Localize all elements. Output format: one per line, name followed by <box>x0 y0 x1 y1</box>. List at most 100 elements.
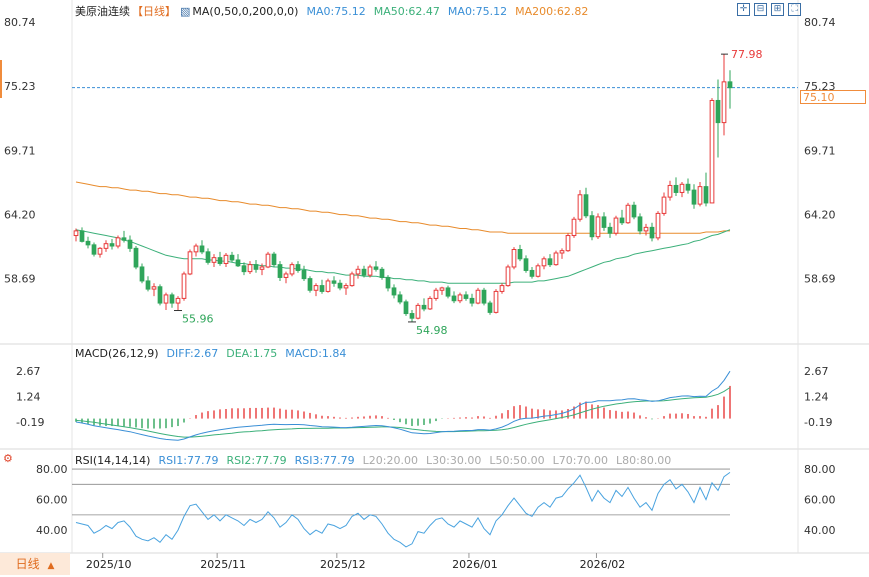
candle-body <box>283 273 289 278</box>
candle-body <box>211 257 217 263</box>
candle-body <box>691 189 697 205</box>
candle-body <box>439 287 445 291</box>
chart-toolbar: ✛ ⊟ ⊞ ⛶ <box>737 3 801 16</box>
candle-body <box>583 194 589 217</box>
right-price-tick: 75.23 <box>804 80 836 93</box>
candle-body <box>601 216 607 228</box>
candle-body <box>361 268 367 276</box>
instrument-name: 美原油连续 <box>75 5 130 18</box>
left-price-tick: 69.71 <box>4 144 36 157</box>
candle-body <box>73 230 79 237</box>
candle-body <box>169 294 175 304</box>
candle-body <box>367 266 373 276</box>
candle-body <box>355 268 361 275</box>
candle-body <box>523 258 529 271</box>
candle-body <box>475 289 481 304</box>
rsi-l80: L80:80.00 <box>615 454 672 467</box>
ma0-value-b: MA0:75.12 <box>447 4 508 18</box>
candle-body <box>205 251 211 263</box>
macd-right-tick: 2.67 <box>804 365 829 378</box>
rsi-right-tick: 40.00 <box>804 524 836 537</box>
candlestick-series: 55.96 54.98 77.98 <box>73 48 763 337</box>
rsi-left-tick: 40.00 <box>36 524 68 537</box>
macd-left-tick: 2.67 <box>16 365 41 378</box>
macd-legend: MACD(26,12,9) DIFF:2.67 DEA:1.75 MACD:1.… <box>75 347 354 360</box>
candle-body <box>433 289 439 299</box>
fullscreen-icon[interactable]: ⛶ <box>788 3 801 16</box>
candle-body <box>229 254 235 261</box>
candle-body <box>397 294 403 303</box>
candle-body <box>235 259 241 267</box>
rsi-l50: L50:50.00 <box>489 454 545 467</box>
candle-body <box>547 258 553 266</box>
candle-body <box>499 285 505 292</box>
candle-body <box>97 247 103 255</box>
candle-body <box>331 280 337 284</box>
candle-body <box>685 183 691 191</box>
candle-body <box>505 266 511 287</box>
candle-body <box>511 249 517 268</box>
x-axis-date-label: 2025/12 <box>320 558 366 571</box>
ma0-value-a: MA0:75.12 <box>306 4 366 18</box>
candle-body <box>181 273 187 299</box>
macd-dea-line <box>75 387 731 438</box>
rsi2-value: RSI2:77.79 <box>226 454 287 467</box>
candle-body <box>139 266 145 282</box>
candle-body <box>631 204 637 218</box>
candle-body <box>259 266 265 270</box>
candle-body <box>385 276 391 289</box>
settings-gear-icon[interactable]: ⚙ <box>3 452 13 465</box>
period-selector-button[interactable]: 日线 ▲ <box>0 553 70 575</box>
candle-body <box>301 269 307 280</box>
candle-body <box>445 287 451 297</box>
rsi-l70: L70:70.00 <box>552 454 608 467</box>
macd-right-tick: -0.19 <box>804 416 832 429</box>
moving-average-lines <box>72 87 798 284</box>
period-tag: 【日线】 <box>132 5 176 18</box>
candle-body <box>607 226 613 234</box>
candle-body <box>529 269 535 277</box>
candle-body <box>589 215 595 238</box>
crosshair-icon[interactable]: ✛ <box>737 3 750 16</box>
low-annotation: 55.96 <box>182 313 214 326</box>
candle-body <box>223 254 229 264</box>
zoom-out-icon[interactable]: ⊟ <box>754 3 767 16</box>
candle-body <box>643 226 649 232</box>
macd-dea: DEA:1.75 <box>226 347 278 360</box>
grid-lines <box>0 0 869 554</box>
low-annotation: 54.98 <box>416 324 448 337</box>
left-accent-bar <box>0 60 2 98</box>
triangle-up-icon: ▲ <box>47 561 55 571</box>
candle-body <box>199 245 205 253</box>
x-axis-date-label: 2026/01 <box>452 558 498 571</box>
candle-body <box>709 99 715 204</box>
macd-left-tick: -0.19 <box>16 416 44 429</box>
candle-body <box>403 301 409 315</box>
rsi-legend: RSI(14,14,14) RSI1:77.79 RSI2:77.79 RSI3… <box>75 454 679 467</box>
macd-diff-line <box>75 370 731 441</box>
period-selector-label: 日线 <box>15 557 40 571</box>
left-price-tick: 80.74 <box>4 16 36 29</box>
candle-body <box>409 313 415 319</box>
candle-body <box>637 216 643 232</box>
candle-body <box>193 245 199 253</box>
candle-body <box>715 99 721 124</box>
zoom-in-icon[interactable]: ⊞ <box>771 3 784 16</box>
candle-body <box>697 186 703 205</box>
rsi-line <box>75 471 731 548</box>
candle-body <box>319 285 325 292</box>
candle-body <box>307 278 313 291</box>
candle-body <box>109 243 115 247</box>
right-price-tick: 64.20 <box>804 209 836 222</box>
candle-body <box>241 265 247 273</box>
ma-indicator-icon[interactable]: ▧ <box>180 4 191 18</box>
candle-body <box>457 294 463 302</box>
macd-value: MACD:1.84 <box>285 347 347 360</box>
candle-body <box>565 235 571 252</box>
ma200-line <box>75 181 730 234</box>
candle-body <box>289 264 295 275</box>
candle-body <box>577 194 583 220</box>
candle-body <box>379 268 385 278</box>
candle-body <box>175 297 181 304</box>
candle-body <box>625 204 631 224</box>
